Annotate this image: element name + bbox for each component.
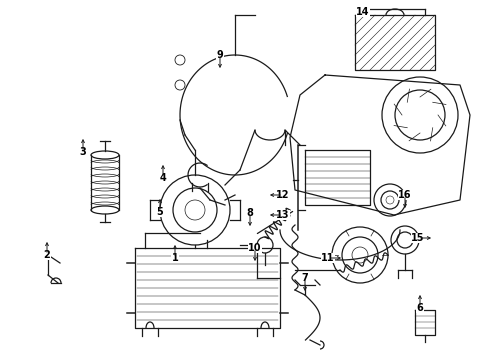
Text: 13: 13 bbox=[276, 210, 290, 220]
Text: 6: 6 bbox=[416, 303, 423, 313]
Text: 5: 5 bbox=[157, 207, 163, 217]
Text: 15: 15 bbox=[411, 233, 425, 243]
Text: 4: 4 bbox=[160, 173, 167, 183]
Text: 12: 12 bbox=[276, 190, 290, 200]
Text: 3: 3 bbox=[80, 147, 86, 157]
Text: 11: 11 bbox=[321, 253, 335, 263]
Text: 7: 7 bbox=[302, 273, 308, 283]
Text: 14: 14 bbox=[356, 7, 370, 17]
Text: 1: 1 bbox=[172, 253, 178, 263]
Text: 8: 8 bbox=[246, 208, 253, 218]
Text: 10: 10 bbox=[248, 243, 262, 253]
Text: 2: 2 bbox=[44, 250, 50, 260]
Text: 9: 9 bbox=[217, 50, 223, 60]
Text: 16: 16 bbox=[398, 190, 412, 200]
